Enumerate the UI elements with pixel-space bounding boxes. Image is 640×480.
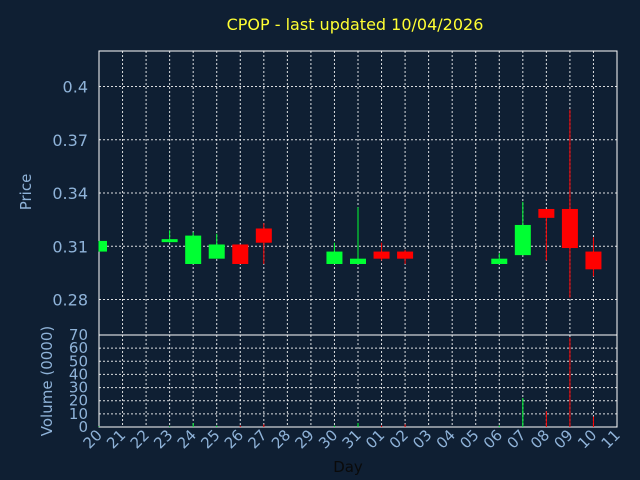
candle-body <box>232 244 249 264</box>
price-grid <box>98 50 618 336</box>
volume-tick-label: 0 <box>78 418 88 436</box>
candles <box>98 109 602 298</box>
volume-axis-label: Volume (0000) <box>38 326 56 436</box>
day-tick-label: 09 <box>551 426 577 452</box>
day-tick-label: 11 <box>598 426 624 452</box>
day-tick-label: 04 <box>433 426 459 452</box>
volume-tick-label: 70 <box>69 326 88 344</box>
day-tick-label: 21 <box>103 426 129 452</box>
day-tick-label: 23 <box>150 426 176 452</box>
price-tick-label: 0.28 <box>52 291 88 310</box>
volume-bars <box>98 337 594 427</box>
candle-body <box>208 244 225 259</box>
day-tick-label: 06 <box>480 426 506 452</box>
day-tick-label: 29 <box>292 426 318 452</box>
candle-body <box>255 228 272 243</box>
price-tick-labels: 0.4 0.37 0.34 0.31 0.28 <box>52 78 88 310</box>
candle-body <box>326 251 343 264</box>
day-tick-label: 07 <box>503 426 529 452</box>
candle-body <box>585 251 602 270</box>
volume-tick-label: 50 <box>69 352 88 370</box>
price-tick-label: 0.4 <box>63 78 88 97</box>
candle-body <box>397 251 414 259</box>
day-tick-label: 01 <box>362 426 388 452</box>
volume-tick-label: 20 <box>69 392 88 410</box>
volume-tick-label: 40 <box>69 365 88 383</box>
candle-body <box>561 208 578 249</box>
chart-title: CPOP - last updated 10/04/2026 <box>227 15 484 34</box>
candle-body <box>99 240 107 252</box>
day-tick-label: 27 <box>244 426 270 452</box>
x-axis-label: Day <box>333 458 363 476</box>
day-tick-label: 30 <box>315 426 341 452</box>
candle-body <box>161 239 178 243</box>
day-tick-label: 08 <box>527 426 553 452</box>
day-tick-label: 31 <box>339 426 365 452</box>
candle-body <box>185 235 202 264</box>
candle-body <box>514 224 531 256</box>
day-tick-label: 24 <box>174 426 200 452</box>
day-tick-label: 26 <box>221 426 247 452</box>
price-tick-label: 0.34 <box>52 184 88 203</box>
volume-grid <box>98 334 618 428</box>
day-tick-label: 03 <box>409 426 435 452</box>
y-axis-label: Price <box>17 174 35 211</box>
candle-body <box>350 258 366 264</box>
volume-tick-label: 10 <box>69 405 88 423</box>
candle-body <box>373 251 390 259</box>
candle-body <box>491 258 508 264</box>
candle-body <box>538 208 555 218</box>
day-tick-labels: 2021222324252627282930310102030405060708… <box>80 426 624 452</box>
day-tick-label: 02 <box>386 426 412 452</box>
day-tick-label: 10 <box>574 426 600 452</box>
price-tick-label: 0.31 <box>52 237 88 256</box>
day-tick-label: 25 <box>197 426 223 452</box>
day-tick-label: 05 <box>456 426 482 452</box>
volume-tick-label: 60 <box>69 339 88 357</box>
day-tick-label: 22 <box>127 426 153 452</box>
day-tick-label: 28 <box>268 426 294 452</box>
price-tick-label: 0.37 <box>52 131 88 150</box>
volume-tick-label: 30 <box>69 379 88 397</box>
